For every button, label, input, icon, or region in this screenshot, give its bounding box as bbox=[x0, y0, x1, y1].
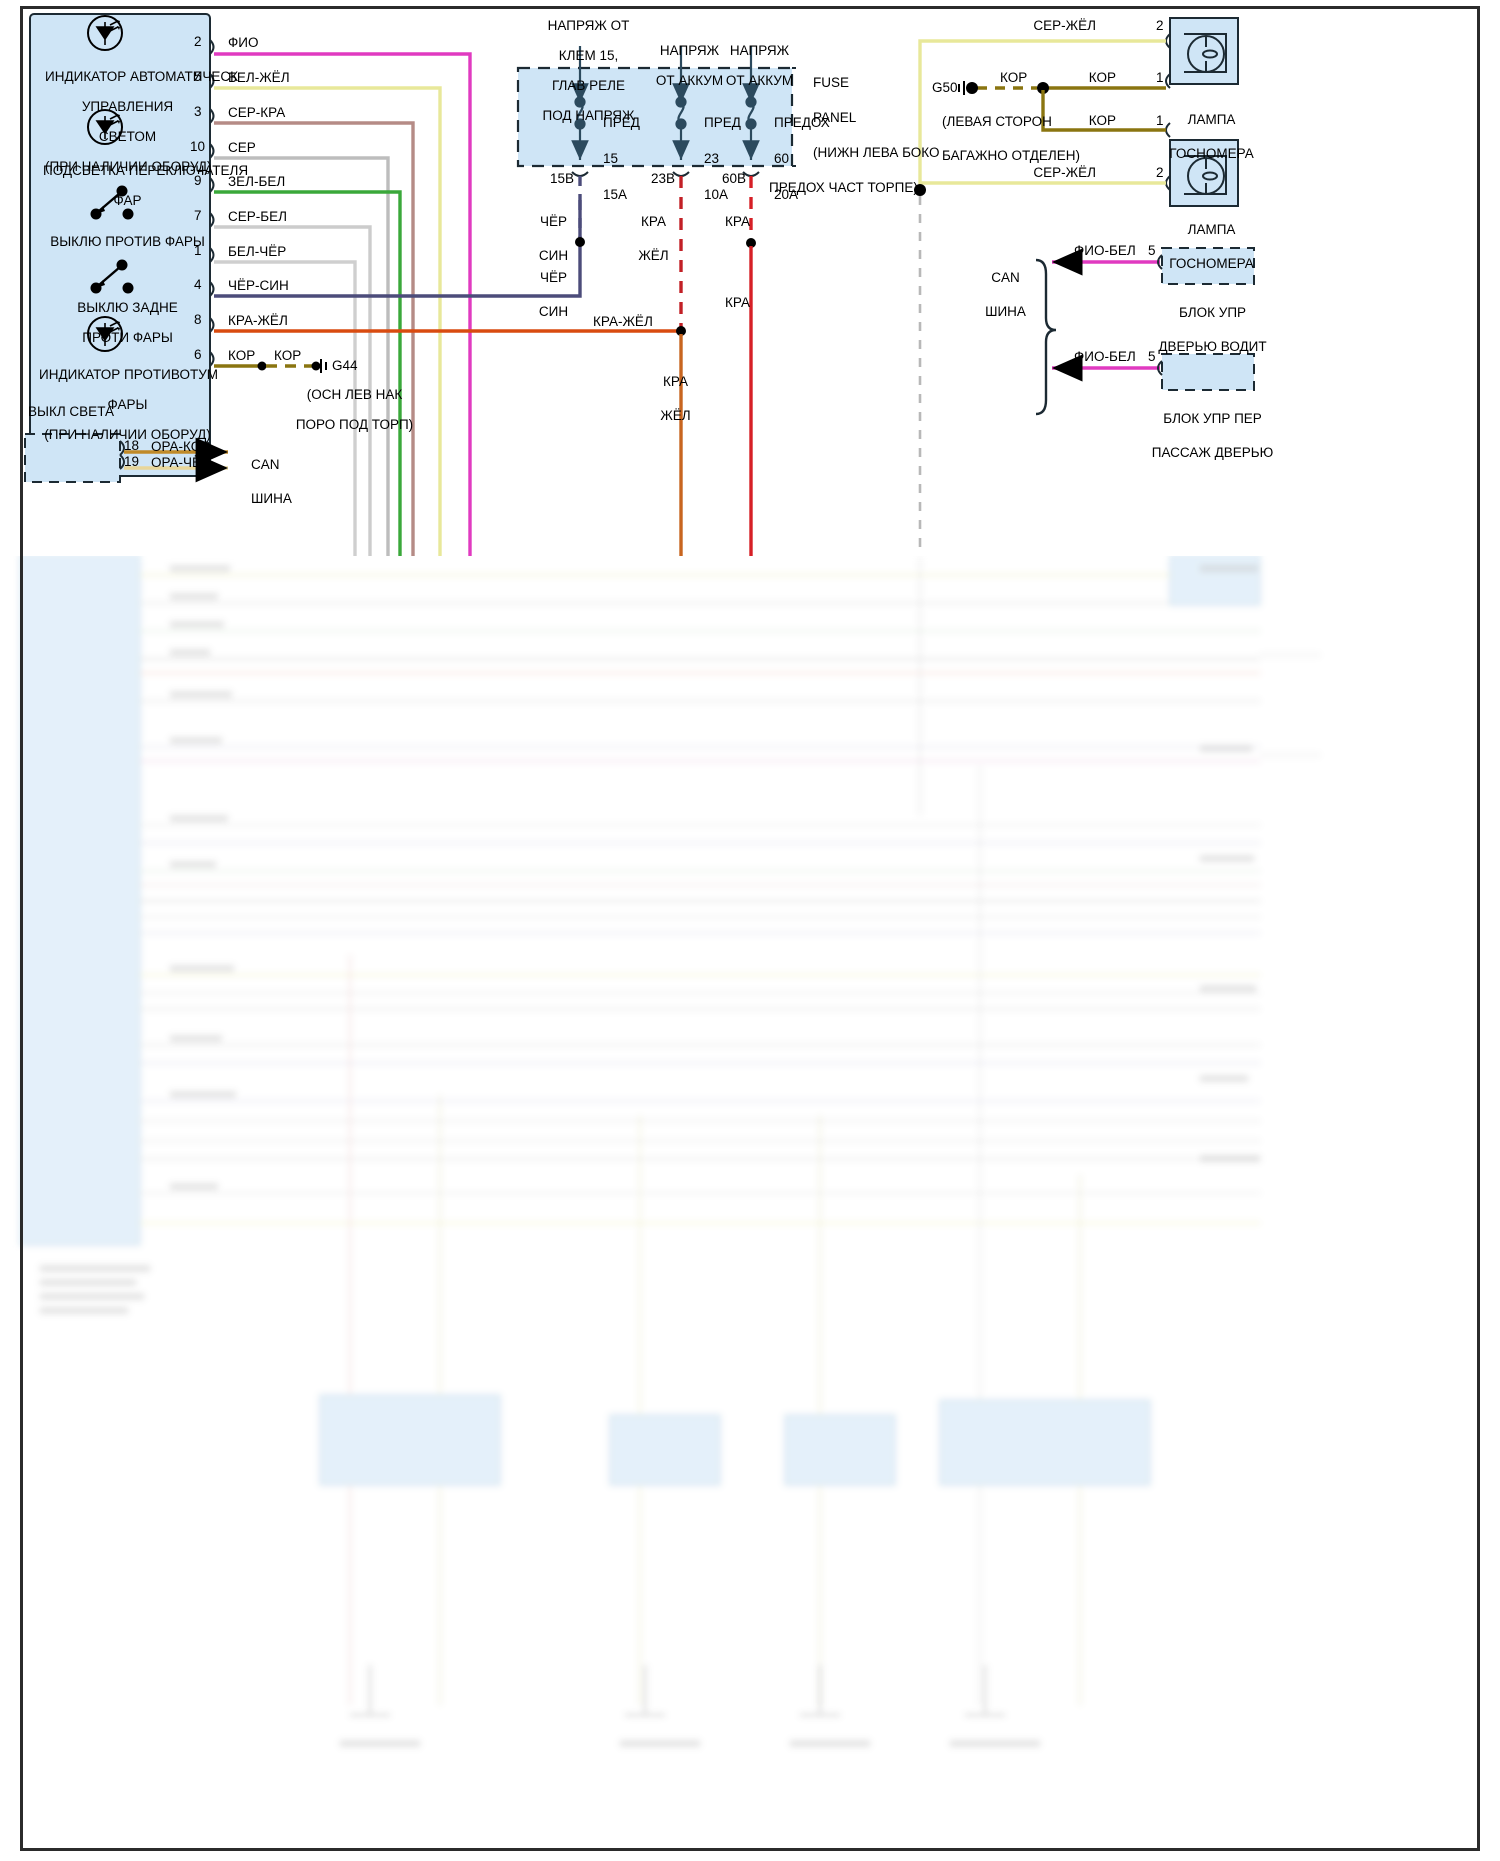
lamp1-bot-wire-label: КОР bbox=[1088, 70, 1116, 85]
headlight-switch-illumination-label: ПОДСВЕТКА ПЕРЕКЛЮЧАТЕЛЯ ФАР bbox=[43, 163, 249, 208]
fuse-output-pin: 60В bbox=[721, 171, 746, 186]
pin-number: 8 bbox=[194, 312, 202, 327]
fuse-output-wire: ЧЁР СИН bbox=[538, 214, 569, 263]
wire-label: СЕР-КРА bbox=[228, 105, 286, 120]
can-module2-caption: БЛОК УПР ПЕР ПАССАЖ ДВЕРЬЮ bbox=[1151, 411, 1274, 460]
light-switch-caption: ВЫКЛ СВЕТА bbox=[28, 404, 114, 419]
fuse-23-label: ПРЕД 23 10А bbox=[704, 115, 741, 202]
can-left-wire2-label: OPA-ЧЁР bbox=[151, 455, 211, 470]
pin-number: 4 bbox=[194, 277, 202, 292]
pin-number: 2 bbox=[1156, 165, 1164, 180]
rear-fog-lamp-switch-label: ВЫКЛЮ ЗАДНЕ ПРОТИ ФАРЫ bbox=[77, 300, 178, 345]
lamp-indicator-icon bbox=[87, 15, 123, 51]
wire-label: СЕР-БЕЛ bbox=[228, 209, 287, 224]
pin-number: 5 bbox=[1148, 349, 1156, 364]
can-left-wire1-label: OPA-КОР bbox=[151, 439, 211, 454]
lamp1-caption: ЛАМПА ГОСНОМЕРА bbox=[1169, 112, 1254, 161]
can-module1-caption: БЛОК УПР ДВЕРЬЮ ВОДИТ bbox=[1158, 305, 1267, 354]
wire-label: КОР bbox=[274, 348, 302, 363]
wire-label: ФИО bbox=[228, 35, 259, 50]
lower-diagram-blurred-region bbox=[19, 554, 1480, 1855]
pin-number: 9 bbox=[194, 173, 202, 188]
bulb-icon bbox=[1184, 33, 1227, 73]
fuse-output-wire: ЧЁР СИН bbox=[538, 270, 569, 319]
ground-node-g50: G50 bbox=[932, 80, 958, 95]
pin-number: 1 bbox=[1156, 113, 1164, 128]
pin-number: 2 bbox=[194, 34, 202, 49]
fog-lamp-switch-label: ВЫКЛЮ ПРОТИВ ФАРЫ bbox=[50, 234, 205, 249]
blurred-schematic bbox=[19, 554, 1480, 1855]
page-border bbox=[20, 6, 1480, 1851]
lamp2-bot-wire-label: СЕР-ЖЁЛ bbox=[1033, 165, 1096, 180]
can-module2-wire-label: ФИО-БЕЛ bbox=[1074, 349, 1136, 364]
fuse-output-wire: КРА bbox=[725, 214, 750, 229]
can-bus-right-label: CAN ШИНА bbox=[985, 270, 1026, 319]
pin-number: 6 bbox=[194, 347, 202, 362]
pin-number: 1 bbox=[1156, 70, 1164, 85]
ground-wire-label: КОР bbox=[1000, 70, 1028, 85]
fuse-source-label: НАПРЯЖ ОТ КЛЕМ 15, ГЛАВ РЕЛЕ ПОД НАПРЯЖ bbox=[542, 18, 635, 123]
pin-number: 5 bbox=[194, 69, 202, 84]
pin-number: 18 bbox=[124, 438, 140, 453]
pin-number: 10 bbox=[190, 139, 206, 154]
wire-label: БЕЛ-ЧЁР bbox=[228, 244, 287, 259]
indicator-auto-light-label: ИНДИКАТОР АВТОМАТИЧЕСК УПРАВЛЕНИЯ СВЕТОМ… bbox=[45, 69, 239, 174]
fuse-output-wire: КРА ЖЁЛ bbox=[660, 374, 691, 423]
pin-number: 2 bbox=[1156, 18, 1164, 33]
pin-number: 1 bbox=[194, 243, 202, 258]
wire-label: БЕЛ-ЖЁЛ bbox=[228, 70, 290, 85]
fuse-source-label: НАПРЯЖ ОТ АККУМ bbox=[655, 43, 724, 88]
switch-icon bbox=[90, 259, 134, 294]
branch-wire-label: КРА-ЖЁЛ bbox=[593, 314, 653, 329]
lamp1-top-wire-label: СЕР-ЖЁЛ bbox=[1033, 18, 1096, 33]
wire-label: КОР bbox=[228, 348, 256, 363]
lamp2-caption: ЛАМПА ГОСНОМЕРА bbox=[1169, 222, 1254, 271]
switch-icon bbox=[90, 185, 134, 220]
wire-label: ЧЁР-СИН bbox=[228, 278, 289, 293]
fuse-15-label: ПРЕД 15 15А bbox=[603, 115, 640, 202]
wire-label: ЗЕЛ-БЕЛ bbox=[228, 174, 286, 189]
can-bus-left-label: CAN ШИНА bbox=[251, 457, 292, 506]
fog-lamp-indicator-label: ИНДИКАТОР ПРОТИВОТУМ ФАРЫ (ПРИ НАЛИЧИИ О… bbox=[39, 367, 219, 442]
ground-g44-note: (ОСН ЛЕВ НАК ПОРО ПОД ТОРП) bbox=[295, 387, 414, 432]
ground-g50-note: (ЛЕВАЯ СТОРОН БАГАЖНО ОТДЕЛЕН) bbox=[942, 114, 1081, 163]
fuse-panel-title: FUSE PANEL (НИЖН ЛЕВА БОКО ПРЕДОХ ЧАСТ Т… bbox=[769, 74, 940, 195]
fuse-output-wire: КРА ЖЁЛ bbox=[638, 214, 669, 263]
pin-number: 19 bbox=[124, 454, 140, 469]
fuse-output-pin: 23В bbox=[650, 171, 675, 186]
lamp-indicator-icon bbox=[87, 316, 123, 352]
pin-number: 5 bbox=[1148, 243, 1156, 258]
pin-number: 7 bbox=[194, 208, 202, 223]
bulb-icon bbox=[1184, 155, 1227, 195]
fuse-output-wire: КРА bbox=[725, 295, 750, 310]
can-module1-wire-label: ФИО-БЕЛ bbox=[1074, 243, 1136, 258]
fuse-output-pin: 15В bbox=[549, 171, 574, 186]
lamp-indicator-icon bbox=[87, 109, 123, 145]
fuse-source-label: НАПРЯЖ ОТ АККУМ bbox=[725, 43, 794, 88]
lamp2-top-wire-label: КОР bbox=[1088, 113, 1116, 128]
pin-number: 3 bbox=[194, 104, 202, 119]
fuse-60-label: ПРЕДОХ 60 20А bbox=[774, 115, 830, 202]
wire-label: КРА-ЖЁЛ bbox=[228, 313, 288, 328]
wire-label: СЕР bbox=[228, 140, 256, 155]
ground-node-g44: G44 bbox=[332, 358, 358, 373]
